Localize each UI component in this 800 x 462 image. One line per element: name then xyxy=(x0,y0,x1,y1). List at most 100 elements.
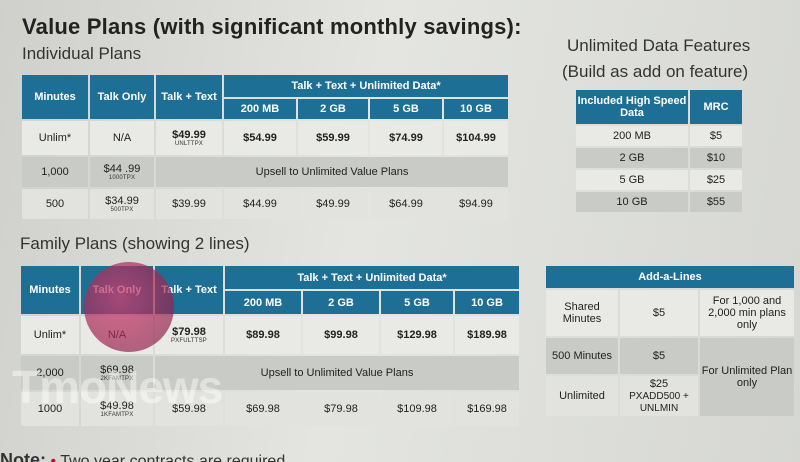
cell-minutes: Unlim* xyxy=(22,121,88,155)
cell-data: 200 MB xyxy=(576,126,688,146)
cell-talk-only: $49.98 1KFAMTPX xyxy=(81,392,153,426)
cell-talk-text: $49.99 UNLTTPX xyxy=(156,121,222,155)
cell-mrc: $5 xyxy=(690,126,742,146)
col-200mb: 200 MB xyxy=(224,99,296,119)
price: $79.98 xyxy=(172,326,206,338)
col-minutes: Minutes xyxy=(21,266,79,314)
cell-label: Unlimited xyxy=(546,376,618,416)
cell-talk-only: $69.98 2KFAMTPX xyxy=(81,356,153,390)
price: $49.98 xyxy=(100,400,134,412)
col-talk-only: Talk Only xyxy=(90,75,154,119)
table-row: 2,000 $69.98 2KFAMTPX Upsell to Unlimited… xyxy=(21,356,519,390)
cell-mrc: $10 xyxy=(690,148,742,168)
cell-talk-text: $39.99 xyxy=(156,189,222,219)
col-5gb: 5 GB xyxy=(370,99,442,119)
cell-price: $5 xyxy=(620,338,698,374)
cell-price: $94.99 xyxy=(444,189,508,219)
cell-price: $79.98 xyxy=(303,392,379,426)
cell-price: $74.99 xyxy=(370,121,442,155)
col-5gb: 5 GB xyxy=(381,291,453,314)
note-text: Two year contracts are required xyxy=(60,453,286,462)
watermark-text: TmoNews xyxy=(12,361,223,413)
table-row: 500 $34.99 500TPX $39.99 $44.99 $49.99 $6… xyxy=(22,189,508,219)
cell-price: $189.98 xyxy=(455,316,519,354)
table-row: Unlimited $25 PXADD500 + UNLMIN xyxy=(546,376,794,416)
col-10gb: 10 GB xyxy=(455,291,519,314)
individual-plans-heading: Individual Plans xyxy=(22,44,142,63)
plan-code: 2KFAMTPX xyxy=(100,376,134,382)
upsell-cell: Upsell to Unlimited Value Plans xyxy=(155,356,519,390)
note-label: Note: xyxy=(0,450,46,462)
col-mrc: MRC xyxy=(690,90,742,124)
col-data-group: Talk + Text + Unlimited Data* xyxy=(224,75,508,97)
col-2gb: 2 GB xyxy=(303,291,379,314)
price: $69.98 xyxy=(100,364,134,376)
cell-data: 10 GB xyxy=(576,192,688,212)
cell-minutes: 2,000 xyxy=(21,356,79,390)
cell-data: 5 GB xyxy=(576,170,688,190)
unlimited-data-table: Included High Speed Data MRC 200 MB $5 2 … xyxy=(574,88,744,214)
plan-code: 1000TPX xyxy=(108,175,136,181)
cell-talk-only: $44 .99 1000TPX xyxy=(90,157,154,187)
cell-price: $25 PXADD500 + UNLMIN xyxy=(620,376,698,416)
upsell-cell: Upsell to Unlimited Value Plans xyxy=(156,157,508,187)
price: $25 xyxy=(649,378,669,390)
table-row: 10 GB $55 xyxy=(576,192,742,212)
cell-mrc: $25 xyxy=(690,170,742,190)
add-a-lines-table: Add-a-Lines Shared Minutes $5 For 1,000 … xyxy=(544,264,796,418)
col-data-group: Talk + Text + Unlimited Data* xyxy=(225,266,519,289)
table-row: Shared Minutes $5 For 1,000 and 2,000 mi… xyxy=(546,290,794,336)
cell-price: $69.98 xyxy=(225,392,301,426)
watermark-logo-icon xyxy=(84,262,174,352)
note-bullet: • xyxy=(50,453,57,462)
cell-price: $54.99 xyxy=(224,121,296,155)
col-10gb: 10 GB xyxy=(444,99,508,119)
cell-note: For Unlimited Plan only xyxy=(700,338,794,416)
cell-minutes: 1,000 xyxy=(22,157,88,187)
col-200mb: 200 MB xyxy=(225,291,301,314)
cell-data: 2 GB xyxy=(576,148,688,168)
col-talk-text: Talk + Text xyxy=(156,75,222,119)
individual-plans-table: Minutes Talk Only Talk + Text Talk + Tex… xyxy=(20,73,510,221)
cell-talk-only: N/A xyxy=(90,121,154,155)
cell-price: $44.99 xyxy=(224,189,296,219)
cell-price: $64.99 xyxy=(370,189,442,219)
cell-price: $59.99 xyxy=(298,121,368,155)
cell-price: $129.98 xyxy=(381,316,453,354)
unlimited-data-subheading: (Build as add on feature) xyxy=(562,62,749,81)
cell-price: $99.98 xyxy=(303,316,379,354)
cell-talk-only: $34.99 500TPX xyxy=(90,189,154,219)
col-2gb: 2 GB xyxy=(298,99,368,119)
table-row: 2 GB $10 xyxy=(576,148,742,168)
add-a-lines-title: Add-a-Lines xyxy=(546,266,794,288)
plan-code: UNLTTPX xyxy=(174,141,204,147)
cell-price: $49.99 xyxy=(298,189,368,219)
table-row: 200 MB $5 xyxy=(576,126,742,146)
col-minutes: Minutes xyxy=(22,75,88,119)
price: $34.99 xyxy=(105,195,139,207)
price: $49.99 xyxy=(172,129,206,141)
family-plans-heading: Family Plans (showing 2 lines) xyxy=(20,234,250,253)
note-line: Note: • Two year contracts are required xyxy=(0,450,285,462)
cell-talk-text: $59.98 xyxy=(155,392,223,426)
page-title: Value Plans (with significant monthly sa… xyxy=(22,14,522,39)
cell-label: 500 Minutes xyxy=(546,338,618,374)
cell-minutes: Unlim* xyxy=(21,316,79,354)
plan-code: PXFULTTSP xyxy=(170,338,208,344)
cell-note: For 1,000 and 2,000 min plans only xyxy=(700,290,794,336)
unlimited-data-heading: Unlimited Data Features xyxy=(567,36,751,55)
price: $44 .99 xyxy=(103,163,141,175)
cell-price: $5 xyxy=(620,290,698,336)
plan-code: PXADD500 + UNLMIN xyxy=(629,391,689,414)
table-row: Unlim* N/A $49.99 UNLTTPX $54.99 $59.99 $… xyxy=(22,121,508,155)
table-row: 5 GB $25 xyxy=(576,170,742,190)
cell-price: $104.99 xyxy=(444,121,508,155)
cell-price: $109.98 xyxy=(381,392,453,426)
cell-label: Shared Minutes xyxy=(546,290,618,336)
cell-price: $89.98 xyxy=(225,316,301,354)
table-row: 1000 $49.98 1KFAMTPX $59.98 $69.98 $79.98… xyxy=(21,392,519,426)
cell-minutes: 1000 xyxy=(21,392,79,426)
table-row: 500 Minutes $5 For Unlimited Plan only xyxy=(546,338,794,416)
plan-code: 500TPX xyxy=(110,207,134,213)
